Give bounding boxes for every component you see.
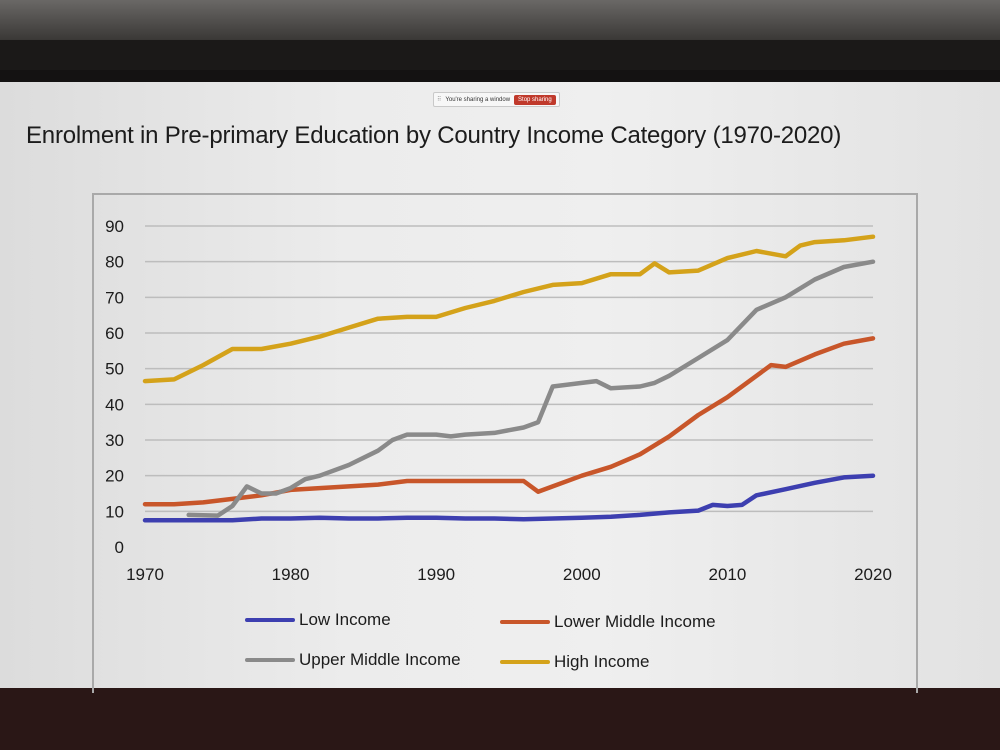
legend-item: Low Income [245, 610, 391, 630]
x-tick-label: 1970 [126, 565, 164, 584]
x-tick-label: 2010 [708, 565, 746, 584]
screen-frame-bottom [0, 688, 1000, 750]
y-tick-label: 60 [105, 324, 124, 343]
series-line-0 [142, 473, 876, 523]
x-tick-label: 1980 [272, 565, 310, 584]
y-tick-label: 0 [115, 538, 124, 557]
share-status-text: You're sharing a window [445, 96, 511, 103]
y-tick-label: 90 [105, 217, 124, 236]
legend-label: Low Income [299, 610, 391, 629]
y-tick-label: 80 [105, 253, 124, 272]
legend-swatch [245, 618, 295, 622]
y-tick-label: 50 [105, 360, 124, 379]
ceiling-strip [0, 40, 1000, 70]
legend-item: Lower Middle Income [500, 612, 716, 632]
x-tick-label: 2000 [563, 565, 601, 584]
legend-label: Upper Middle Income [299, 650, 461, 669]
y-tick-label: 30 [105, 431, 124, 450]
y-tick-label: 20 [105, 467, 124, 486]
chart-frame [92, 193, 918, 693]
projection-screen [0, 82, 1000, 692]
legend-swatch [500, 620, 550, 624]
ceiling [0, 0, 1000, 40]
y-tick-label: 70 [105, 288, 124, 307]
legend-label: High Income [554, 652, 650, 671]
drag-handle-icon[interactable]: ⠿ [437, 96, 442, 103]
series-line-2 [186, 259, 876, 518]
legend-item: Upper Middle Income [245, 650, 461, 670]
legend-item: High Income [500, 652, 649, 672]
legend-swatch [500, 660, 550, 664]
x-tick-label: 1990 [417, 565, 455, 584]
chart-title: Enrolment in Pre-primary Education by Co… [26, 122, 842, 149]
legend-label: Lower Middle Income [554, 612, 716, 631]
stop-sharing-button[interactable]: Stop sharing [514, 94, 556, 105]
legend-swatch [245, 658, 295, 662]
y-tick-label: 10 [105, 502, 124, 521]
y-tick-label: 40 [105, 395, 124, 414]
series-line-1 [142, 336, 876, 507]
x-tick-label: 2020 [854, 565, 892, 584]
screen-share-bar: ⠿ You're sharing a window Stop sharing [433, 92, 560, 107]
series-line-3 [142, 234, 876, 384]
